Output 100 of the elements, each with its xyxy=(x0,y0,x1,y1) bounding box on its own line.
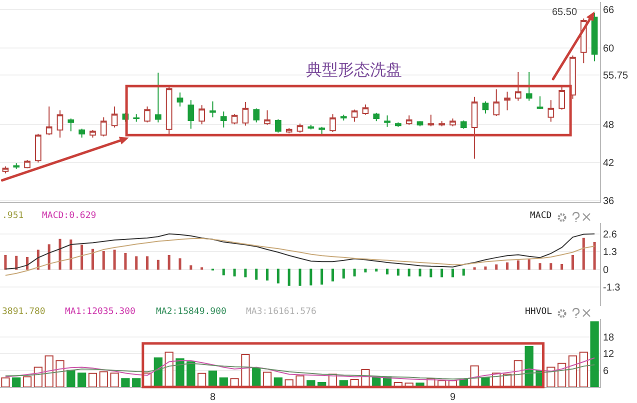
candlestick xyxy=(100,116,107,137)
bar xyxy=(78,372,86,387)
candlestick xyxy=(558,86,565,110)
bar xyxy=(22,376,32,387)
candlestick xyxy=(373,112,380,122)
candlestick xyxy=(330,114,336,132)
line-series xyxy=(4,357,596,382)
text: MA2:15849.900 xyxy=(156,307,226,317)
x-tick-label: 8 xyxy=(210,392,216,403)
candlestick xyxy=(264,110,270,126)
candlestick xyxy=(242,102,249,126)
bar xyxy=(12,377,21,387)
bar xyxy=(110,372,119,387)
candlestick xyxy=(591,12,598,62)
candlestick xyxy=(111,106,118,128)
text: MACD xyxy=(530,211,552,221)
y-tick-label: 12 xyxy=(603,349,615,360)
candlestick xyxy=(428,114,434,127)
bar xyxy=(590,321,599,387)
candlestick xyxy=(438,120,445,127)
bar xyxy=(241,354,250,387)
y-tick-label: 1.3 xyxy=(603,247,618,258)
bar xyxy=(186,361,196,387)
line-series xyxy=(4,362,596,380)
candlestick xyxy=(286,128,292,134)
y-tick-label: 55.75 xyxy=(603,70,628,82)
candlestick xyxy=(56,110,64,138)
candlestick xyxy=(231,114,238,125)
text: .951 xyxy=(2,211,24,221)
y-tick-label: 18 xyxy=(603,332,615,344)
x-tick-label: 9 xyxy=(450,392,456,403)
line-series xyxy=(4,233,596,270)
y-tick-label: 36 xyxy=(603,196,615,208)
candlestick xyxy=(210,100,216,118)
text: MA1:12035.300 xyxy=(65,307,136,317)
text: 3891.780 xyxy=(2,307,46,317)
annotation: 65.50 xyxy=(552,7,578,18)
y-tick-label: 2.6 xyxy=(603,229,618,240)
candlestick xyxy=(570,55,576,100)
candlestick xyxy=(515,72,522,102)
bar xyxy=(208,370,218,387)
candlestick xyxy=(351,109,358,122)
text: MA3:16161.576 xyxy=(246,307,316,317)
y-tick-label: 48 xyxy=(603,120,615,131)
bar xyxy=(198,372,206,387)
text: HHVOL xyxy=(525,307,552,317)
candlestick xyxy=(155,72,162,123)
candlestick xyxy=(13,162,20,170)
candlestick xyxy=(384,114,390,128)
bar xyxy=(262,372,272,387)
candlestick xyxy=(340,114,347,121)
bar xyxy=(558,362,566,387)
candlestick xyxy=(144,106,150,123)
bar xyxy=(524,346,534,387)
candlestick xyxy=(46,106,52,136)
candlestick xyxy=(78,128,85,138)
candlestick xyxy=(176,92,184,107)
bar xyxy=(252,368,261,387)
y-tick-label: -1.3 xyxy=(603,282,621,294)
y-tick-label: 0 xyxy=(603,264,609,276)
annotation: 典型形态洗盘 xyxy=(306,61,402,79)
candlestick xyxy=(253,108,260,123)
candlestick xyxy=(35,133,42,164)
candlestick xyxy=(133,114,140,122)
candlestick xyxy=(296,123,304,134)
candlestick xyxy=(24,159,30,169)
y-tick-label: 6 xyxy=(603,366,609,377)
bar xyxy=(121,378,130,387)
bar xyxy=(132,378,141,387)
candlestick xyxy=(536,96,544,110)
bar xyxy=(176,358,184,387)
bar xyxy=(296,375,304,387)
line-series xyxy=(4,238,596,276)
bar xyxy=(44,355,54,387)
y-tick-label: 60 xyxy=(603,43,615,54)
bar xyxy=(56,360,64,387)
y-tick-label: 66 xyxy=(603,5,615,16)
candlestick xyxy=(493,88,500,117)
candlestick xyxy=(395,122,402,128)
text: MACD:0.629 xyxy=(42,211,96,221)
candlestick xyxy=(188,100,194,130)
candlestick xyxy=(68,118,74,132)
bar xyxy=(99,371,108,387)
bar xyxy=(568,355,578,387)
bar xyxy=(579,352,588,387)
candlestick xyxy=(198,104,205,125)
y-tick-label: 42 xyxy=(603,158,615,170)
candlestick xyxy=(362,104,369,116)
candlestick xyxy=(471,96,478,160)
bar xyxy=(66,370,76,387)
candlestick xyxy=(220,111,227,128)
candlestick xyxy=(460,120,467,130)
candlestick xyxy=(318,126,325,135)
candlestick xyxy=(90,130,96,138)
candlestick xyxy=(450,118,456,127)
bar xyxy=(164,352,174,387)
candlestick xyxy=(482,100,489,114)
candlestick xyxy=(406,114,412,126)
candlestick xyxy=(548,100,554,122)
candlestick xyxy=(275,118,282,134)
